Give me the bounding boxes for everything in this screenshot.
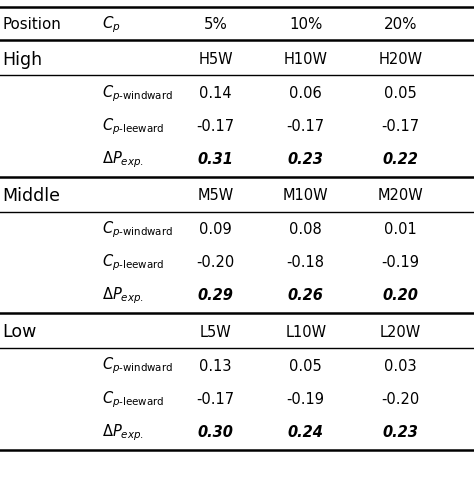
Text: -0.19: -0.19 bbox=[382, 255, 419, 270]
Text: $C_{p\text{-leeward}}$: $C_{p\text{-leeward}}$ bbox=[102, 389, 164, 410]
Text: 0.20: 0.20 bbox=[383, 288, 419, 303]
Text: High: High bbox=[2, 51, 43, 69]
Text: $\Delta P_{exp.}$: $\Delta P_{exp.}$ bbox=[102, 422, 144, 443]
Text: 0.05: 0.05 bbox=[384, 86, 417, 101]
Text: 0.01: 0.01 bbox=[384, 222, 417, 237]
Text: 0.30: 0.30 bbox=[198, 425, 234, 440]
Text: Position: Position bbox=[2, 17, 61, 32]
Text: -0.19: -0.19 bbox=[287, 392, 325, 407]
Text: M10W: M10W bbox=[283, 189, 328, 204]
Text: $C_{p\text{-windward}}$: $C_{p\text{-windward}}$ bbox=[102, 83, 173, 104]
Text: L20W: L20W bbox=[380, 325, 421, 340]
Text: -0.17: -0.17 bbox=[382, 119, 419, 134]
Text: $C_{p\text{-windward}}$: $C_{p\text{-windward}}$ bbox=[102, 356, 173, 377]
Text: 0.24: 0.24 bbox=[288, 425, 324, 440]
Text: M5W: M5W bbox=[198, 189, 234, 204]
Text: M20W: M20W bbox=[378, 189, 423, 204]
Text: 0.08: 0.08 bbox=[289, 222, 322, 237]
Text: $C_{p\text{-leeward}}$: $C_{p\text{-leeward}}$ bbox=[102, 116, 164, 137]
Text: $\Delta P_{exp.}$: $\Delta P_{exp.}$ bbox=[102, 149, 144, 170]
Text: 0.26: 0.26 bbox=[288, 288, 324, 303]
Text: Low: Low bbox=[2, 324, 37, 342]
Text: 0.14: 0.14 bbox=[200, 86, 232, 101]
Text: 0.23: 0.23 bbox=[288, 152, 324, 167]
Text: H5W: H5W bbox=[198, 52, 233, 67]
Text: $\Delta P_{exp.}$: $\Delta P_{exp.}$ bbox=[102, 285, 144, 306]
Text: 0.06: 0.06 bbox=[289, 86, 322, 101]
Text: -0.17: -0.17 bbox=[197, 119, 235, 134]
Text: 0.23: 0.23 bbox=[383, 425, 419, 440]
Text: 5%: 5% bbox=[204, 17, 228, 32]
Text: 0.03: 0.03 bbox=[384, 359, 417, 374]
Text: H20W: H20W bbox=[378, 52, 423, 67]
Text: 20%: 20% bbox=[384, 17, 417, 32]
Text: L10W: L10W bbox=[285, 325, 326, 340]
Text: 0.09: 0.09 bbox=[199, 222, 232, 237]
Text: $C_p$: $C_p$ bbox=[102, 14, 120, 35]
Text: 0.29: 0.29 bbox=[198, 288, 234, 303]
Text: $C_{p\text{-leeward}}$: $C_{p\text{-leeward}}$ bbox=[102, 252, 164, 273]
Text: -0.17: -0.17 bbox=[197, 392, 235, 407]
Text: 0.13: 0.13 bbox=[200, 359, 232, 374]
Text: $C_{p\text{-windward}}$: $C_{p\text{-windward}}$ bbox=[102, 219, 173, 240]
Text: 0.31: 0.31 bbox=[198, 152, 234, 167]
Text: -0.18: -0.18 bbox=[287, 255, 325, 270]
Text: 0.05: 0.05 bbox=[289, 359, 322, 374]
Text: Middle: Middle bbox=[2, 187, 60, 205]
Text: 0.22: 0.22 bbox=[383, 152, 419, 167]
Text: H10W: H10W bbox=[284, 52, 328, 67]
Text: 10%: 10% bbox=[289, 17, 322, 32]
Text: -0.20: -0.20 bbox=[382, 392, 419, 407]
Text: -0.20: -0.20 bbox=[197, 255, 235, 270]
Text: -0.17: -0.17 bbox=[287, 119, 325, 134]
Text: L5W: L5W bbox=[200, 325, 231, 340]
